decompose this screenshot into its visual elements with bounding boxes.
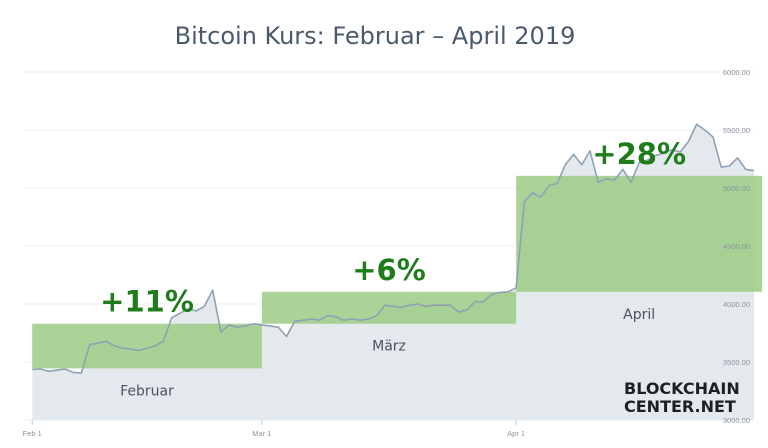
month-label-m-rz: März	[372, 339, 406, 355]
chart-title: Bitcoin Kurs: Februar – April 2019	[175, 22, 576, 50]
price-line	[32, 123, 755, 374]
x-tick-label: Apr 1	[507, 429, 525, 438]
highlight-box-april	[516, 175, 763, 292]
y-tick-label: 4000.00	[723, 300, 750, 309]
y-tick-label: 5500.00	[723, 126, 750, 135]
brand-logo: BLOCKCHAIN CENTER.NET	[624, 379, 740, 416]
price-line-path	[32, 123, 755, 374]
highlight-box-m-rz	[261, 291, 517, 324]
x-tick-label: Feb 1	[23, 429, 42, 438]
change-label-april: +28%	[592, 137, 686, 171]
x-tick-label: Mar 1	[252, 429, 271, 438]
brand-logo-line-1: BLOCKCHAIN	[624, 379, 740, 398]
x-axis-ticks: Feb 1 Mar 1 Apr 1	[23, 420, 525, 438]
y-tick-label: 6000.00	[723, 68, 750, 77]
y-axis-ticks: 6000.00 5500.00 5000.00 4500.00 4000.00 3500.…	[723, 68, 750, 425]
month-label-april: April	[623, 307, 655, 323]
y-tick-label: 4500.00	[723, 242, 750, 251]
y-tick-label: 3500.00	[723, 358, 750, 367]
y-tick-label: 5000.00	[723, 184, 750, 193]
y-tick-label: 3000.00	[723, 416, 750, 425]
change-label-februar: +11%	[100, 285, 194, 319]
month-label-februar: Februar	[120, 383, 174, 399]
brand-logo-line-2: CENTER.NET	[624, 397, 736, 416]
highlight-box-februar	[32, 323, 262, 369]
highlight-labels: +11% Februar +6% März +28% April	[100, 137, 686, 400]
change-label-m-rz: +6%	[352, 253, 426, 287]
highlight-boxes	[32, 175, 763, 369]
